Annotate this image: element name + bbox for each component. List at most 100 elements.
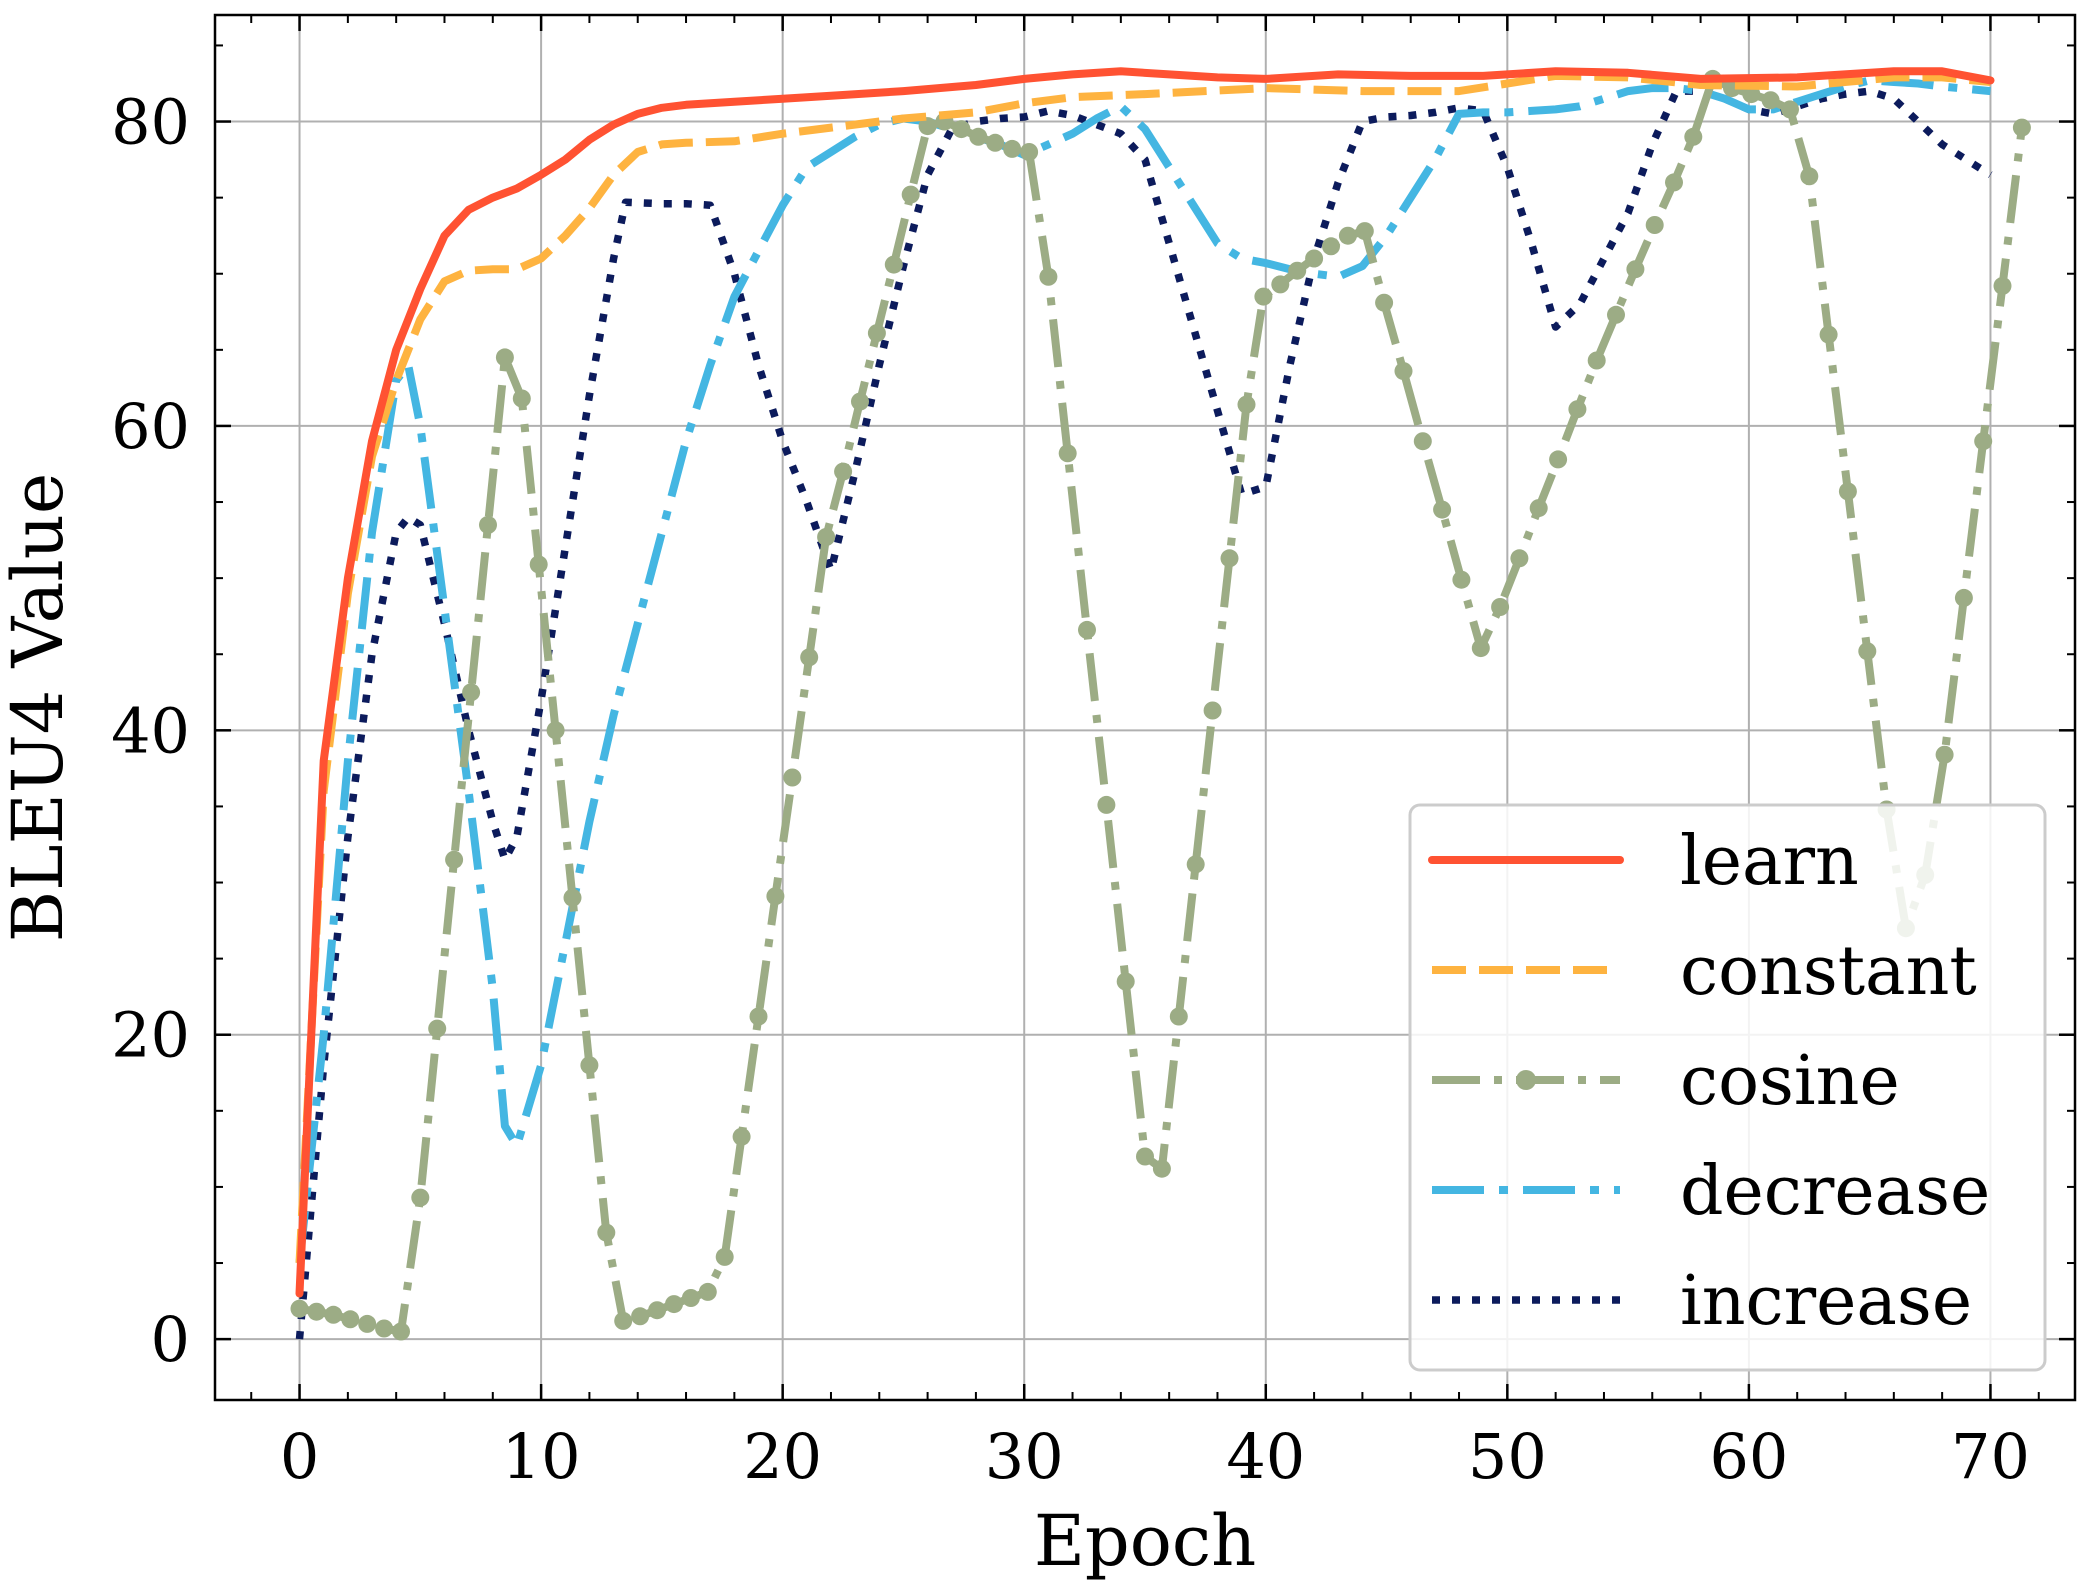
data-point-cosine xyxy=(546,721,565,740)
legend-item-cosine: cosine xyxy=(1432,1042,1900,1121)
series-line-increase xyxy=(295,87,1993,1340)
x-axis-title: Epoch xyxy=(1034,1500,1256,1582)
plot-frame xyxy=(213,13,2077,1402)
data-point-cosine xyxy=(766,887,785,906)
axis-ticks: 0 10 20 30 40 50 60 70 0 20 40 60 80 xyxy=(111,15,2075,1493)
data-point-cosine xyxy=(1549,450,1568,469)
y-tick-label: 80 xyxy=(111,86,190,159)
legend-item-learn: learn xyxy=(1428,822,1859,901)
data-point-cosine xyxy=(1116,972,1135,991)
data-point-cosine xyxy=(1322,237,1340,256)
data-point-cosine xyxy=(1078,620,1096,639)
data-point-cosine xyxy=(1800,167,1819,186)
data-point-cosine xyxy=(290,1299,309,1318)
x-tick-label: 0 xyxy=(280,1420,319,1493)
data-point-cosine xyxy=(1288,261,1307,280)
data-point-cosine xyxy=(1169,1007,1188,1026)
legend-item-decrease: decrease xyxy=(1432,1152,1990,1231)
data-point-cosine xyxy=(901,185,920,204)
data-point-cosine xyxy=(1761,91,1780,110)
data-point-cosine xyxy=(1471,639,1490,658)
data-point-cosine xyxy=(1974,432,1993,451)
data-point-cosine xyxy=(1039,267,1058,286)
data-point-cosine xyxy=(1237,395,1256,414)
data-point-cosine xyxy=(749,1007,768,1026)
data-point-cosine xyxy=(1529,499,1548,518)
data-point-cosine xyxy=(495,348,514,367)
data-point-cosine xyxy=(1186,855,1205,874)
x-tick-label: 60 xyxy=(1709,1420,1788,1493)
data-point-cosine xyxy=(1954,588,1973,607)
data-point-cosine xyxy=(851,392,869,411)
data-point-cosine xyxy=(428,1019,447,1038)
legend-item-increase: increase xyxy=(1432,1262,1972,1341)
data-point-cosine xyxy=(1058,444,1077,463)
data-point-cosine xyxy=(341,1310,360,1329)
data-point-cosine xyxy=(1626,260,1645,279)
data-point-cosine xyxy=(631,1307,650,1326)
data-point-cosine xyxy=(800,648,819,667)
data-point-cosine xyxy=(918,117,937,136)
data-point-cosine xyxy=(783,768,802,787)
x-tick-label: 40 xyxy=(1226,1420,1305,1493)
data-point-cosine xyxy=(462,683,481,702)
data-point-cosine xyxy=(732,1127,751,1146)
data-point-cosine xyxy=(1254,287,1273,306)
data-point-cosine xyxy=(969,127,988,146)
data-point-cosine xyxy=(1587,351,1606,370)
data-point-cosine xyxy=(1452,570,1471,589)
data-point-cosine xyxy=(986,133,1005,152)
data-point-cosine xyxy=(580,1056,599,1075)
x-tick-label: 50 xyxy=(1468,1420,1547,1493)
data-point-cosine xyxy=(698,1282,717,1301)
x-tick-label: 30 xyxy=(985,1420,1064,1493)
legend-label-cosine: cosine xyxy=(1680,1042,1900,1121)
data-point-cosine xyxy=(1338,226,1357,245)
data-point-cosine xyxy=(1491,598,1510,616)
data-point-cosine xyxy=(563,888,582,907)
data-point-cosine xyxy=(1858,642,1877,661)
y-tick-label: 60 xyxy=(111,390,190,463)
series-line-constant xyxy=(295,71,1991,1264)
data-point-cosine xyxy=(648,1301,667,1320)
data-point-cosine xyxy=(1305,249,1324,268)
data-point-cosine xyxy=(445,850,464,869)
data-point-cosine xyxy=(307,1302,326,1321)
data-point-cosine xyxy=(1003,139,1022,158)
data-point-cosine xyxy=(1665,173,1683,192)
legend-label-learn: learn xyxy=(1680,822,1859,901)
series-increase xyxy=(295,87,1993,1340)
data-point-cosine xyxy=(681,1289,700,1307)
data-point-cosine xyxy=(1152,1159,1171,1178)
data-point-cosine xyxy=(597,1223,616,1242)
y-tick-label: 20 xyxy=(111,999,190,1072)
data-point-cosine xyxy=(1935,745,1954,764)
legend-item-constant: constant xyxy=(1432,932,1977,1011)
series-cosine xyxy=(290,69,2031,1341)
data-point-cosine xyxy=(1020,143,1039,161)
series-line-learn xyxy=(295,67,1995,1298)
legend-items: learn constant cosine decrease increase xyxy=(1428,822,1990,1341)
data-point-cosine xyxy=(665,1295,683,1314)
data-point-cosine xyxy=(529,555,548,574)
series-learn xyxy=(295,67,1995,1298)
data-point-cosine xyxy=(1220,549,1239,568)
data-point-cosine xyxy=(817,528,836,546)
data-point-cosine xyxy=(1136,1147,1154,1166)
series-decrease xyxy=(295,76,1991,1264)
data-point-cosine xyxy=(884,255,903,274)
data-point-cosine xyxy=(512,389,531,408)
data-point-cosine xyxy=(614,1311,633,1330)
series-lines xyxy=(290,67,2031,1341)
legend-marker xyxy=(1516,1070,1536,1090)
data-point-cosine xyxy=(1781,100,1799,119)
data-point-cosine xyxy=(1097,795,1116,814)
data-point-cosine xyxy=(2012,118,2031,137)
data-point-cosine xyxy=(952,120,971,139)
data-point-cosine xyxy=(411,1188,430,1207)
data-point-cosine xyxy=(1433,500,1452,519)
data-point-cosine xyxy=(1568,400,1587,419)
data-point-cosine xyxy=(715,1247,734,1266)
data-point-cosine xyxy=(867,324,886,343)
